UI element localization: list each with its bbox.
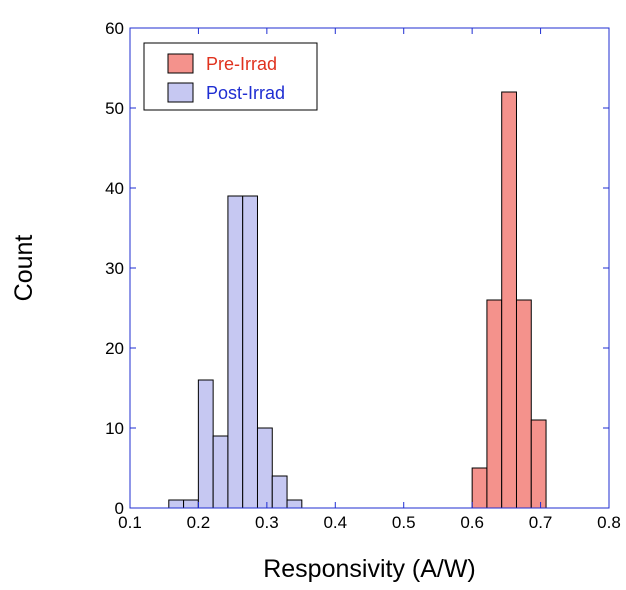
bar-pre-irrad-1: [486, 299, 503, 509]
y-tick-label: 40: [105, 179, 124, 198]
y-tick-label: 20: [105, 339, 124, 358]
x-tick-label: 0.3: [255, 513, 279, 532]
legend-swatch-post-irrad: [167, 82, 194, 103]
x-tick-label: 0.2: [187, 513, 211, 532]
y-tick-label: 50: [105, 99, 124, 118]
x-tick-label: 0.6: [460, 513, 484, 532]
bar-post-irrad-5: [242, 195, 258, 509]
bar-pre-irrad-3: [515, 299, 532, 509]
y-tick-label: 10: [105, 419, 124, 438]
bar-pre-irrad-4: [530, 419, 547, 509]
axis-ticks: [129, 27, 610, 509]
y-tick-label: 60: [105, 19, 124, 38]
x-tick-label: 0.4: [323, 513, 347, 532]
x-tick-label: 0.7: [529, 513, 553, 532]
y-axis-title: Count: [10, 235, 38, 302]
bar-post-irrad-7: [271, 475, 288, 509]
bar-pre-irrad-2: [501, 91, 517, 509]
bar-pre-irrad-0: [471, 467, 488, 509]
y-tick-label: 0: [115, 499, 124, 518]
bar-post-irrad-1: [183, 499, 199, 509]
legend-label-pre-irrad: Pre-Irrad: [206, 54, 277, 74]
bar-post-irrad-4: [227, 195, 244, 509]
bar-post-irrad-3: [212, 435, 229, 509]
histogram-bars: [168, 91, 547, 509]
y-tick-labels: 0 10 20 30 40 50 60: [105, 19, 124, 518]
x-axis-title: Responsivity (A/W): [263, 555, 476, 583]
x-tick-label: 0.1: [118, 513, 142, 532]
y-tick-label: 30: [105, 259, 124, 278]
x-tick-label: 0.8: [597, 513, 621, 532]
legend-swatch-pre-irrad: [167, 53, 194, 74]
bar-post-irrad-6: [256, 427, 273, 509]
bar-post-irrad-0: [168, 499, 185, 509]
x-tick-label: 0.5: [392, 513, 416, 532]
legend-label-post-irrad: Post-Irrad: [206, 83, 285, 103]
legend: Pre-Irrad Post-Irrad: [143, 42, 318, 111]
bar-post-irrad-8: [286, 499, 303, 509]
x-tick-labels: 0.1 0.2 0.3 0.4 0.5 0.6 0.7 0.8: [118, 513, 621, 532]
bar-post-irrad-2: [197, 379, 214, 509]
